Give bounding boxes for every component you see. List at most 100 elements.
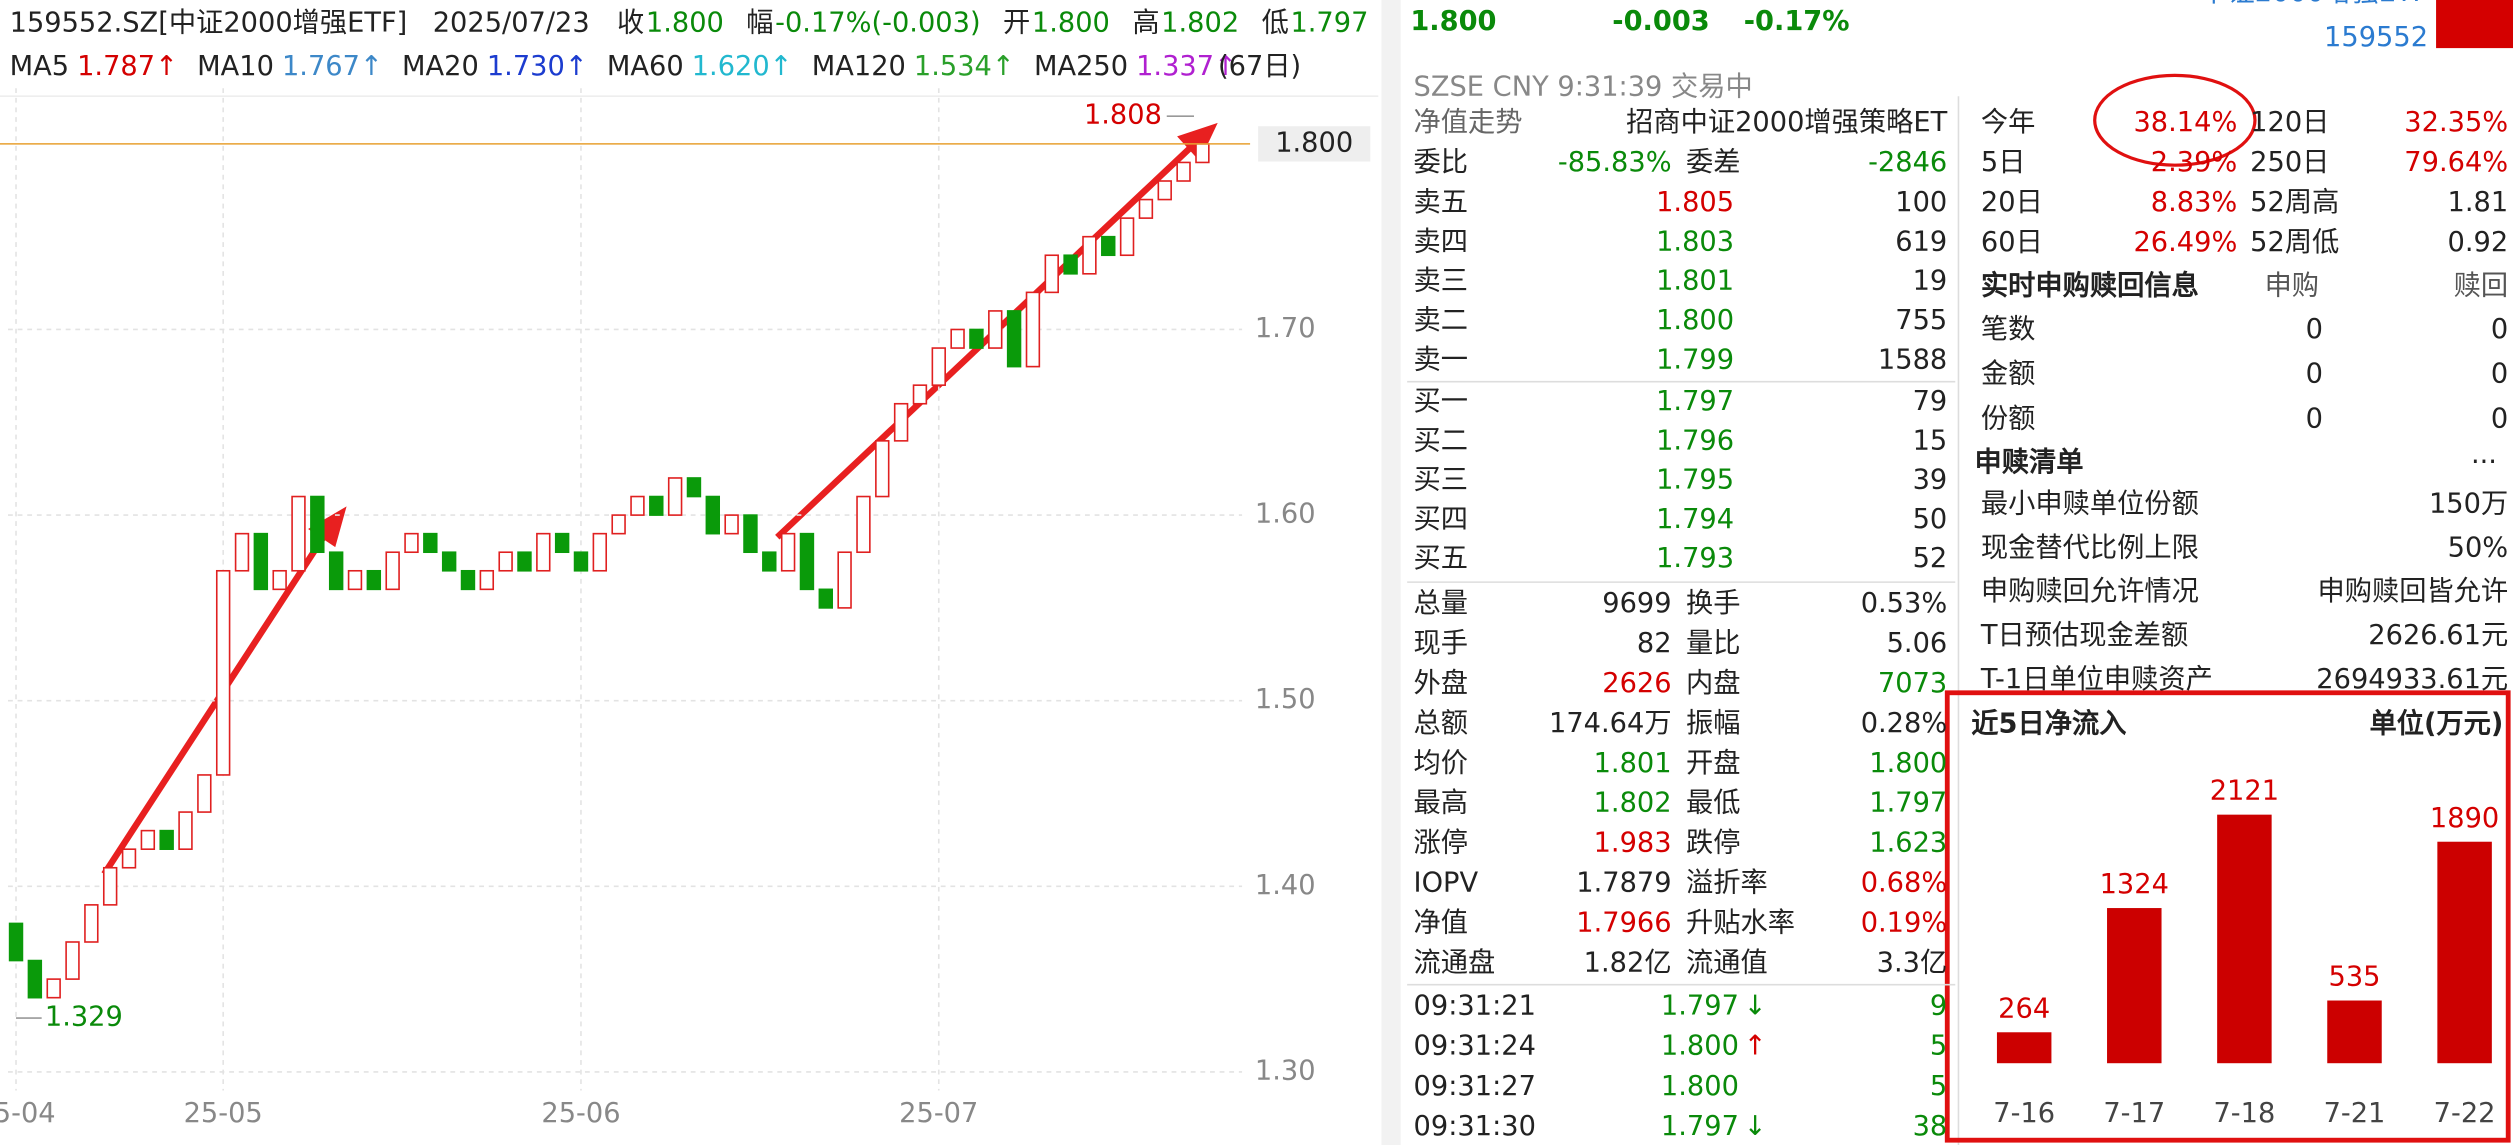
ask-label: 卖二	[1414, 305, 1468, 336]
stat-label: 外盘	[1414, 668, 1468, 699]
candle	[931, 347, 946, 386]
field-value: 1.800	[646, 8, 724, 39]
period-return: 79.64%	[2404, 147, 2508, 178]
bid-price: 1.793	[1656, 543, 1734, 574]
stat-value: 5.06	[1887, 628, 1948, 659]
candle	[1101, 235, 1116, 257]
candle	[1063, 254, 1078, 275]
stat-label: 均价	[1414, 748, 1468, 779]
bid-label: 买四	[1414, 504, 1468, 535]
ask-volume: 755	[1895, 305, 1947, 336]
section-title: 实时申购赎回信息	[1981, 270, 2199, 302]
candle	[46, 978, 61, 999]
fund-full-name: 招商中证2000增强策略ET	[1626, 107, 1947, 138]
candle	[159, 829, 174, 850]
period-label: 120日	[2250, 107, 2329, 138]
stat-label: 开盘	[1686, 748, 1740, 779]
bid-price: 1.796	[1656, 425, 1734, 456]
bid-label: 买三	[1414, 465, 1468, 496]
candle	[1195, 143, 1210, 164]
ask-volume: 19	[1913, 266, 1948, 297]
ma-value: 1.767↑	[282, 51, 383, 82]
price: 1.800	[1410, 6, 1496, 37]
bid-volume: 50	[1913, 504, 1948, 535]
stat-value: 9699	[1602, 588, 1671, 619]
candle	[1025, 291, 1041, 368]
highlight-box	[1944, 690, 2511, 1143]
row-value: 0	[2491, 404, 2508, 435]
tick-price: 1.797	[1661, 991, 1739, 1022]
buy-button[interactable]	[2436, 0, 2513, 49]
low-label: 1.329	[45, 1002, 123, 1033]
stat-label: 涨停	[1414, 828, 1468, 859]
ask-volume: 100	[1895, 187, 1947, 218]
candle	[178, 811, 193, 850]
stat-label: 升贴水率	[1686, 908, 1795, 939]
ma-label: MA250	[1034, 51, 1128, 82]
candle	[762, 551, 777, 572]
stat-label: 流通值	[1686, 947, 1768, 978]
row-value: 50%	[2448, 532, 2509, 563]
stat-value: 7073	[1878, 668, 1947, 699]
ma-value: 1.730↑	[487, 51, 588, 82]
candle	[1138, 198, 1154, 219]
row-label: 金额	[1981, 359, 2035, 390]
candle	[893, 402, 909, 442]
period-label: 5日	[1981, 147, 2026, 178]
price-tag-label: 1.800	[1275, 127, 1353, 158]
stat-label: 总量	[1414, 588, 1468, 619]
candle	[234, 532, 250, 572]
candle	[291, 495, 306, 572]
period-return: 38.14%	[2133, 107, 2237, 138]
candle	[667, 477, 683, 516]
ask-label: 卖三	[1414, 266, 1468, 297]
tick-direction: ↓	[1744, 1111, 1767, 1142]
candle	[856, 495, 871, 554]
candle	[272, 569, 287, 591]
candle	[536, 532, 551, 572]
ask-price: 1.800	[1656, 305, 1734, 336]
tick-direction: ↑	[1744, 1031, 1767, 1062]
stat-label: 跌停	[1686, 828, 1740, 859]
ask-volume: 619	[1895, 226, 1947, 257]
bid-price: 1.797	[1656, 386, 1734, 417]
ask-label: 卖五	[1414, 187, 1468, 218]
stat-label: 现手	[1414, 628, 1468, 659]
bid-volume: 52	[1913, 543, 1948, 574]
stat-value: 82	[1637, 628, 1672, 659]
x-tick-label: 7-17	[2103, 1098, 2165, 1129]
x-tick-label: 25-04	[0, 1098, 56, 1129]
candle	[479, 569, 495, 591]
period-return: 1.81	[2448, 187, 2509, 218]
candle	[8, 922, 24, 962]
x-tick-label: 7-21	[2324, 1098, 2386, 1129]
stat-label: 最低	[1686, 788, 1740, 819]
row-value: 0	[2306, 404, 2323, 435]
field-value: 1.797	[1290, 8, 1368, 39]
period-label: 52周高	[2250, 187, 2339, 218]
stat-value: 0.68%	[1861, 868, 1948, 899]
period-label: 52周低	[2250, 227, 2339, 258]
stat-value: 1.801	[1594, 748, 1672, 779]
candle	[328, 551, 344, 591]
ask-price: 1.805	[1656, 187, 1734, 218]
candle	[140, 829, 156, 850]
candle	[1176, 161, 1191, 182]
candle	[385, 551, 400, 591]
ma-label: MA60	[607, 51, 684, 82]
candle	[460, 569, 476, 591]
tick-time: 09:31:30	[1414, 1111, 1536, 1142]
stat-value: 1.623	[1869, 828, 1947, 859]
tick-price: 1.800	[1661, 1071, 1739, 1102]
x-tick-label: 7-22	[2434, 1098, 2496, 1129]
candle	[1119, 217, 1135, 257]
x-tick-label: 25-07	[899, 1098, 978, 1129]
y-tick-label: 1.30	[1255, 1055, 1316, 1086]
stat-label: 净值	[1414, 908, 1468, 939]
ma-value: 1.534↑	[914, 51, 1015, 82]
field-label: 高	[1132, 8, 1159, 39]
candle	[818, 588, 833, 609]
candle	[1006, 310, 1022, 368]
period-return: 2.39%	[2151, 147, 2238, 178]
tick-volume: 38	[1913, 1111, 1948, 1142]
